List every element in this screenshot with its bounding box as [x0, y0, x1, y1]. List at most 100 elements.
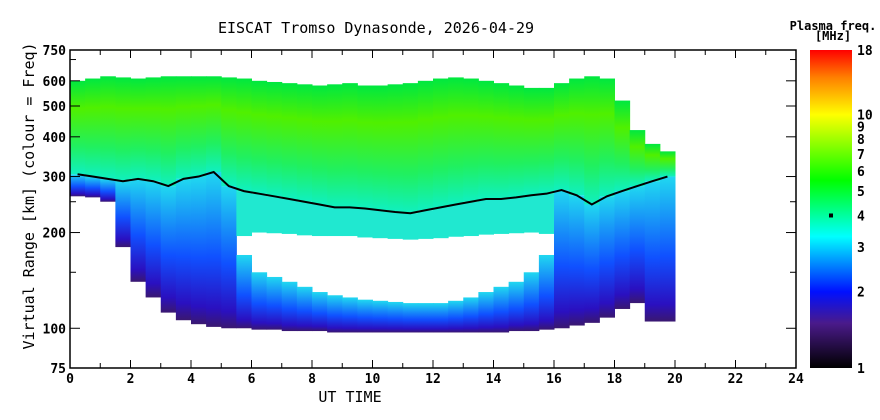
x-tick-label: 10 [365, 372, 381, 387]
f-region-echo [659, 151, 676, 177]
colorbar-tick-label: 4 [857, 209, 865, 224]
mid-frequency-echo [508, 197, 525, 234]
mid-frequency-echo [266, 196, 283, 234]
heatmap-column [145, 77, 162, 298]
low-frequency-echo [70, 174, 86, 197]
colorbar-tick-label: 9 [857, 120, 865, 135]
x-tick-label: 12 [425, 372, 441, 387]
mid-frequency-echo [296, 201, 313, 236]
f-region-echo [130, 78, 147, 179]
f-region-echo [145, 77, 162, 182]
mid-frequency-echo [463, 201, 479, 237]
heatmap-column [417, 80, 434, 333]
f-region-echo [538, 87, 555, 194]
y-tick-label: 600 [43, 75, 67, 90]
heatmap-column [206, 76, 222, 327]
heatmap-column [644, 143, 661, 322]
f-region-echo [478, 80, 494, 199]
heatmap-column [100, 76, 116, 202]
mid-frequency-echo [327, 207, 343, 237]
f-region-echo [266, 81, 283, 197]
heatmap-column [599, 78, 615, 318]
f-region-echo [523, 87, 540, 196]
heatmap-column [342, 83, 358, 333]
low-frequency-echo [554, 190, 570, 329]
heatmap-column [629, 130, 646, 304]
heatmap-column [538, 87, 555, 330]
low-frequency-echo [508, 281, 525, 332]
colorbar-tick-label: 18 [857, 44, 873, 59]
low-frequency-echo [266, 276, 283, 330]
x-tick-label: 20 [667, 372, 683, 387]
colorbar-marker [829, 213, 833, 218]
low-frequency-echo [644, 181, 661, 322]
f-region-echo [644, 143, 661, 182]
colorbar-tick-label: 3 [857, 241, 865, 256]
x-tick-label: 0 [66, 372, 74, 387]
f-region-echo [251, 80, 268, 194]
f-region-echo [100, 76, 116, 179]
f-region-echo [614, 100, 631, 192]
y-tick-label: 400 [43, 131, 67, 146]
heatmap-column [281, 83, 298, 332]
colorbar [810, 50, 852, 368]
heatmap-column [448, 77, 464, 333]
heatmap-column [296, 84, 313, 332]
f-region-echo [175, 76, 192, 179]
colorbar-tick-label: 6 [857, 165, 865, 180]
mid-frequency-echo [478, 198, 494, 235]
mid-frequency-echo [342, 207, 358, 237]
f-region-echo [342, 83, 358, 208]
colorbar-units: [MHz] [815, 29, 851, 43]
heatmap-column [115, 77, 131, 248]
low-frequency-echo [629, 186, 646, 304]
y-tick-label: 500 [43, 100, 67, 115]
heatmap-column [463, 78, 479, 333]
colorbar-tick-label: 7 [857, 148, 865, 163]
low-frequency-echo [448, 300, 464, 333]
heatmap-column [478, 80, 494, 333]
heatmap-column [85, 78, 101, 198]
f-region-echo [327, 84, 343, 208]
heatmap-column [433, 78, 449, 333]
y-axis-label: Virtual Range [km] (colour = Freq) [20, 42, 38, 349]
colorbar-tick-label: 2 [857, 286, 865, 301]
heatmap-column [508, 85, 525, 332]
low-frequency-echo [160, 186, 177, 313]
mid-frequency-echo [448, 204, 464, 237]
low-frequency-echo [100, 178, 116, 202]
low-frequency-echo [327, 295, 343, 333]
heatmap-column [251, 80, 268, 330]
low-frequency-echo [342, 297, 358, 333]
low-frequency-echo [463, 297, 479, 333]
x-tick-label: 4 [187, 372, 195, 387]
axes: 0 2 4 6 8 10 12 14 16 18 20 22 247510020030040050060… [43, 44, 804, 387]
heatmap-column [70, 80, 86, 197]
heatmap-column [614, 100, 631, 309]
heatmap-column [221, 77, 237, 329]
low-frequency-echo [614, 191, 631, 309]
heatmap-column [569, 78, 585, 326]
f-region-echo [584, 76, 600, 205]
low-frequency-echo [221, 186, 237, 329]
low-frequency-echo [175, 178, 192, 321]
low-frequency-echo [372, 300, 389, 333]
low-frequency-echo [312, 292, 328, 332]
low-frequency-echo [569, 195, 585, 326]
mid-frequency-echo [493, 198, 510, 234]
f-region-echo [448, 77, 464, 205]
low-frequency-echo [145, 181, 162, 298]
f-region-echo [296, 84, 313, 202]
f-region-echo [221, 77, 237, 187]
f-region-echo [433, 78, 449, 208]
mid-frequency-echo [236, 191, 252, 237]
f-region-echo [569, 78, 585, 196]
x-tick-label: 6 [248, 372, 256, 387]
y-tick-label: 200 [43, 227, 67, 242]
low-frequency-echo [538, 254, 555, 330]
mid-frequency-echo [523, 195, 540, 233]
low-frequency-echo [599, 196, 615, 318]
low-frequency-echo [251, 272, 268, 330]
low-frequency-echo [387, 301, 404, 333]
